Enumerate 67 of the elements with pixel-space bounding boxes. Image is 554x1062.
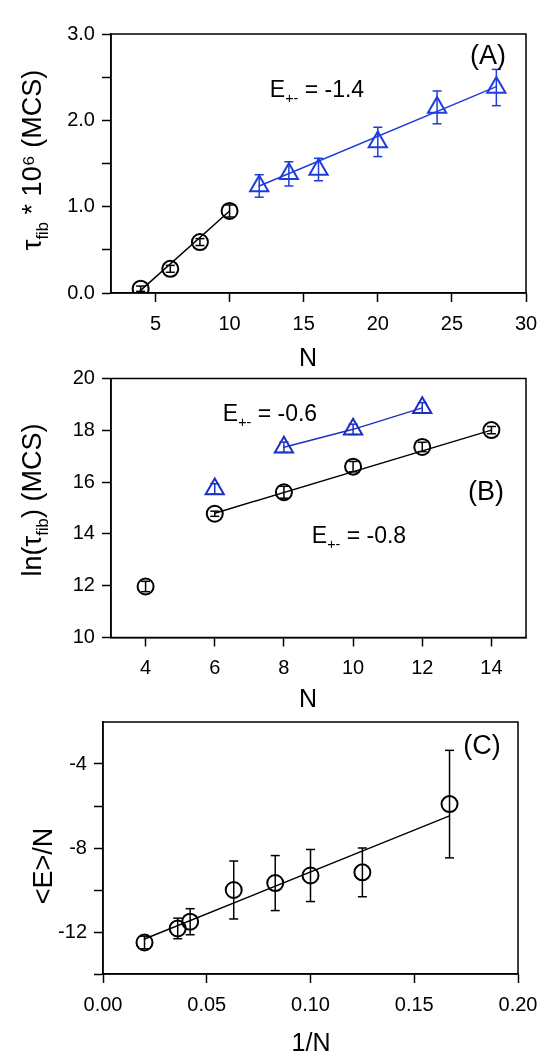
- x-tick-label: 8: [278, 656, 290, 679]
- x-tick-label: 0.00: [83, 992, 123, 1015]
- y-axis-title: <E>/N: [28, 827, 59, 905]
- y-tick-label: 0.0: [67, 280, 95, 303]
- point: [486, 76, 507, 94]
- x-tick-label: 20: [366, 311, 389, 334]
- y-tick-label: 2.0: [67, 107, 95, 130]
- point: [135, 933, 154, 952]
- annotation: (B): [468, 476, 504, 507]
- point: [412, 396, 433, 415]
- y-tick-label: 10: [72, 625, 95, 648]
- x-axis-title: 1/N: [291, 1028, 331, 1057]
- point: [266, 874, 285, 893]
- point: [344, 457, 363, 476]
- point: [161, 259, 180, 278]
- point: [278, 162, 299, 181]
- annotation: E$_{+-}$ = -1.4: [269, 76, 365, 107]
- x-tick-label: 0.20: [498, 992, 538, 1015]
- x-tick-label: 5: [149, 311, 162, 334]
- point: [426, 95, 448, 114]
- point: [220, 201, 239, 220]
- x-tick-label: 14: [480, 656, 503, 679]
- x-tick-label: 30: [514, 311, 538, 334]
- point: [353, 863, 372, 882]
- point: [367, 130, 388, 149]
- x-axis-title: N: [298, 684, 318, 713]
- x-axis-title: N: [298, 343, 318, 372]
- point: [301, 866, 320, 885]
- point: [168, 919, 187, 938]
- point: [482, 421, 501, 440]
- y-tick-label: -4: [69, 751, 87, 774]
- x-tick-label: 6: [209, 656, 221, 679]
- y-tick-label: 1.0: [67, 194, 95, 217]
- y-tick-label: 14: [72, 521, 95, 544]
- point: [205, 504, 224, 523]
- annotation: E$_{+-}$ = -0.6: [222, 400, 318, 431]
- x-tick-label: 0.10: [291, 992, 330, 1015]
- y-tick-label: -12: [58, 919, 87, 942]
- x-tick-label: 10: [341, 656, 365, 679]
- point: [273, 435, 295, 454]
- point: [224, 881, 243, 899]
- annotation: (A): [470, 40, 506, 71]
- x-tick-label: 4: [140, 656, 152, 679]
- point: [204, 477, 225, 496]
- point: [190, 233, 209, 252]
- y-tick-label: 12: [72, 573, 95, 596]
- point: [413, 437, 432, 456]
- y-tick-label: -8: [69, 835, 87, 858]
- point: [181, 912, 200, 931]
- y-tick-label: 20: [72, 366, 95, 389]
- x-tick-label: 0.05: [187, 992, 227, 1015]
- point: [249, 174, 270, 193]
- annotation: (C): [463, 730, 501, 761]
- x-tick-label: 15: [292, 311, 315, 334]
- x-tick-label: 25: [440, 311, 464, 334]
- point: [136, 577, 155, 596]
- point: [308, 158, 329, 176]
- x-tick-label: 0.15: [394, 992, 434, 1015]
- point: [342, 417, 364, 436]
- annotation: E$_{+-}$ = -0.8: [311, 522, 407, 553]
- y-tick-label: 18: [72, 417, 95, 440]
- y-tick-label: 16: [72, 469, 95, 492]
- x-tick-label: 12: [411, 656, 434, 679]
- y-tick-label: 3.0: [67, 21, 95, 44]
- x-tick-label: 10: [218, 311, 241, 334]
- point: [440, 795, 459, 814]
- point: [274, 483, 293, 502]
